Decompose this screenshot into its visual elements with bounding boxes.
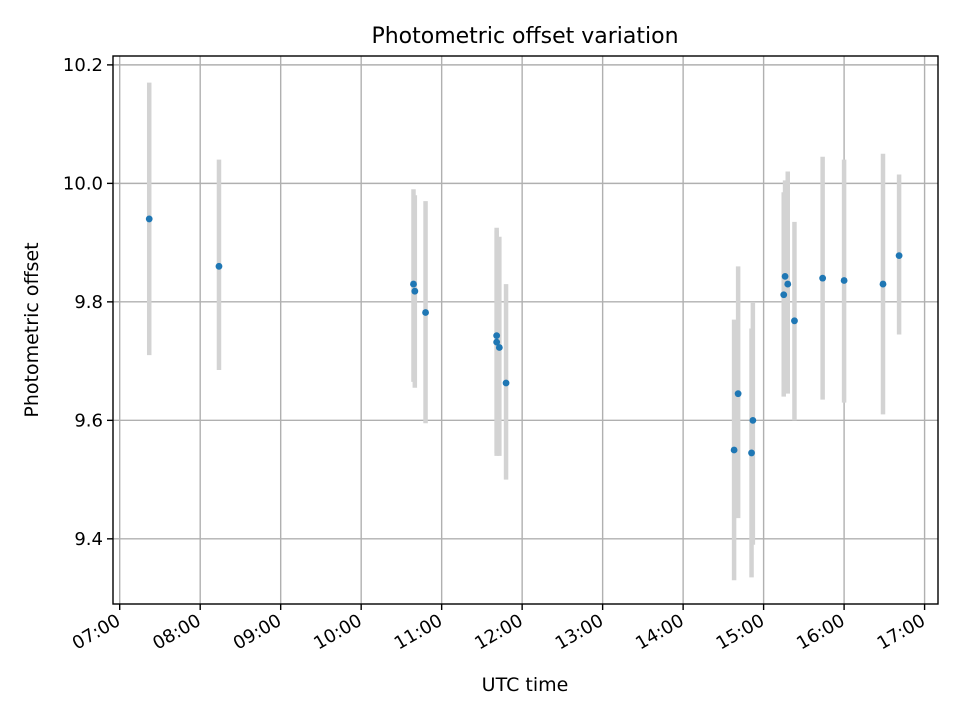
chart-title: Photometric offset variation	[371, 24, 678, 49]
y-axis-label: Photometric offset	[21, 242, 43, 417]
error-bars	[146, 82, 902, 581]
x-axis-label: UTC time	[482, 674, 569, 696]
data-point	[411, 287, 419, 295]
data-point	[879, 280, 887, 288]
y-tick-label: 10.2	[63, 55, 103, 76]
plot-frame	[112, 55, 939, 605]
x-tick-label: 15:00	[713, 610, 768, 654]
y-tick-label: 10.0	[63, 173, 103, 194]
data-point	[819, 274, 827, 282]
x-tick-label: 13:00	[552, 610, 607, 654]
data-point	[493, 332, 501, 340]
data-point	[781, 272, 789, 280]
data-point	[502, 379, 510, 387]
data-point	[780, 291, 788, 299]
x-tick-label: 12:00	[471, 610, 526, 654]
grid	[113, 56, 938, 604]
data-points	[145, 215, 903, 457]
x-tick-label: 16:00	[793, 610, 848, 654]
x-tick-label: 07:00	[69, 610, 124, 654]
y-tick-label: 9.8	[74, 292, 103, 313]
data-point	[422, 309, 429, 316]
data-point	[791, 317, 798, 325]
data-point	[748, 449, 755, 457]
x-tick-label: 17:00	[874, 610, 929, 654]
y-tick-label: 9.4	[74, 529, 103, 550]
data-point	[734, 390, 742, 398]
data-point	[840, 277, 848, 284]
x-axis: 07:00 08:00 09:00 10:00 11:00 12:00 13:00 14:00…	[69, 604, 929, 654]
data-point	[410, 280, 417, 288]
data-point	[215, 262, 223, 270]
y-axis: 9.4 9.6 9.8 10.0 10.2	[63, 55, 113, 550]
data-point	[495, 344, 503, 351]
x-tick-label: 09:00	[230, 610, 285, 654]
data-point	[895, 252, 903, 260]
x-tick-label: 11:00	[391, 610, 446, 654]
x-tick-label: 10:00	[310, 610, 365, 654]
data-point	[730, 446, 738, 454]
data-point	[145, 215, 153, 223]
data-point	[749, 416, 757, 424]
x-tick-label: 14:00	[632, 610, 687, 654]
y-tick-label: 9.6	[74, 410, 103, 431]
x-tick-label: 08:00	[149, 610, 204, 654]
data-point	[784, 280, 792, 288]
data-point	[493, 338, 501, 346]
